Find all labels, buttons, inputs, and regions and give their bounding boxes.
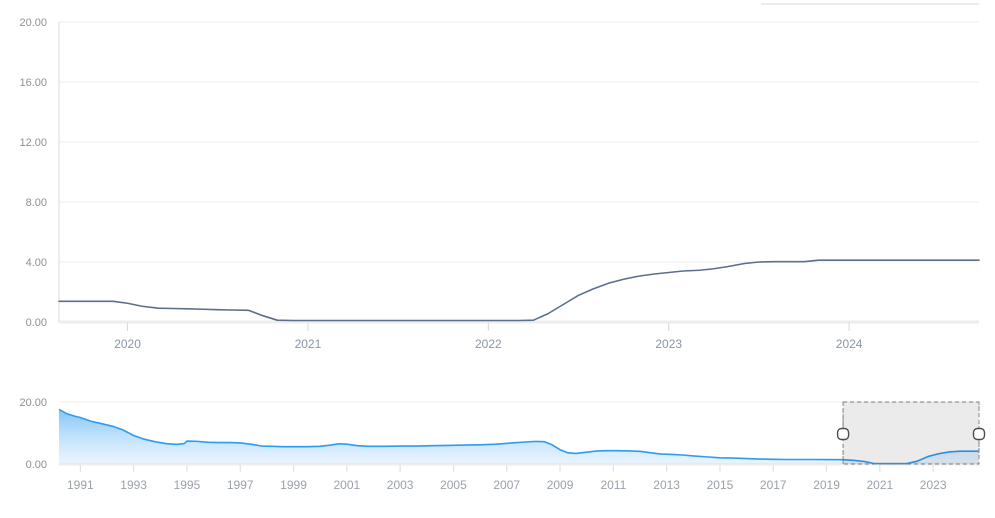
main-x-axis: 2020 2021 2022 2023 2024 — [114, 323, 863, 351]
navigator-series-area — [58, 408, 979, 465]
navigator[interactable]: 0.00 20.00 1991 1993 1995 1997 1999 2001 2003 20… — [19, 397, 986, 492]
main-y-axis: 0.00 4.00 8.00 12.00 16.00 20.00 — [19, 17, 47, 329]
navigator-x-tick-label: 2011 — [600, 478, 626, 492]
navigator-x-tick-label: 2013 — [653, 478, 680, 492]
navigator-x-tick-label: 2015 — [707, 478, 734, 492]
navigator-x-axis: 1991 1993 1995 1997 1999 2001 2003 2005 2007 2009… — [67, 465, 947, 492]
navigator-x-tick-label: 2017 — [760, 478, 787, 492]
navigator-x-tick-label: 2021 — [867, 478, 894, 492]
navigator-y-axis: 0.00 20.00 — [19, 397, 47, 471]
navigator-x-tick-label: 2023 — [920, 478, 947, 492]
navigator-area-line-rate — [58, 408, 979, 465]
navigator-x-tick-label: 1991 — [67, 478, 94, 492]
navigator-x-tick-label: 1993 — [120, 478, 147, 492]
navigator-x-tick-label: 1995 — [174, 478, 201, 492]
handle-right-grip[interactable] — [972, 427, 986, 441]
x-tick-label: 2022 — [475, 337, 502, 351]
navigator-handles[interactable] — [836, 402, 986, 464]
navigator-y-tick-label: 0.00 — [26, 459, 47, 471]
x-tick-label: 2021 — [295, 337, 322, 351]
navigator-x-tick-label: 2007 — [493, 478, 520, 492]
x-tick-label: 2024 — [836, 337, 863, 351]
navigator-x-tick-label: 2001 — [333, 478, 360, 492]
navigator-x-tick-label: 2019 — [813, 478, 840, 492]
navigator-y-tick-label: 20.00 — [19, 397, 47, 409]
navigator-x-tick-label: 2009 — [547, 478, 574, 492]
main-series-line[interactable] — [58, 259, 980, 322]
y-tick-label: 8.00 — [26, 197, 47, 209]
x-tick-label: 2023 — [655, 337, 682, 351]
navigator-x-tick-label: 1999 — [280, 478, 307, 492]
x-tick-label: 2020 — [114, 337, 141, 351]
main-gridlines — [58, 21, 979, 324]
navigator-area-fill-rate — [59, 409, 979, 464]
navigator-x-tick-label: 2003 — [387, 478, 414, 492]
y-tick-label: 0.00 — [26, 317, 47, 329]
y-tick-label: 16.00 — [19, 77, 47, 89]
y-tick-label: 20.00 — [19, 17, 47, 29]
y-tick-label: 12.00 — [19, 137, 47, 149]
navigator-selection-window[interactable] — [842, 401, 980, 465]
series-line-rate[interactable] — [58, 259, 980, 322]
selection-rect[interactable] — [842, 401, 980, 465]
y-tick-label: 4.00 — [26, 257, 47, 269]
navigator-x-tick-label: 2005 — [440, 478, 467, 492]
navigator-x-tick-label: 1997 — [227, 478, 254, 492]
main-chart: 0.00 4.00 8.00 12.00 16.00 20.00 2020 2021 2022… — [19, 17, 980, 351]
handle-left-grip[interactable] — [836, 427, 850, 441]
